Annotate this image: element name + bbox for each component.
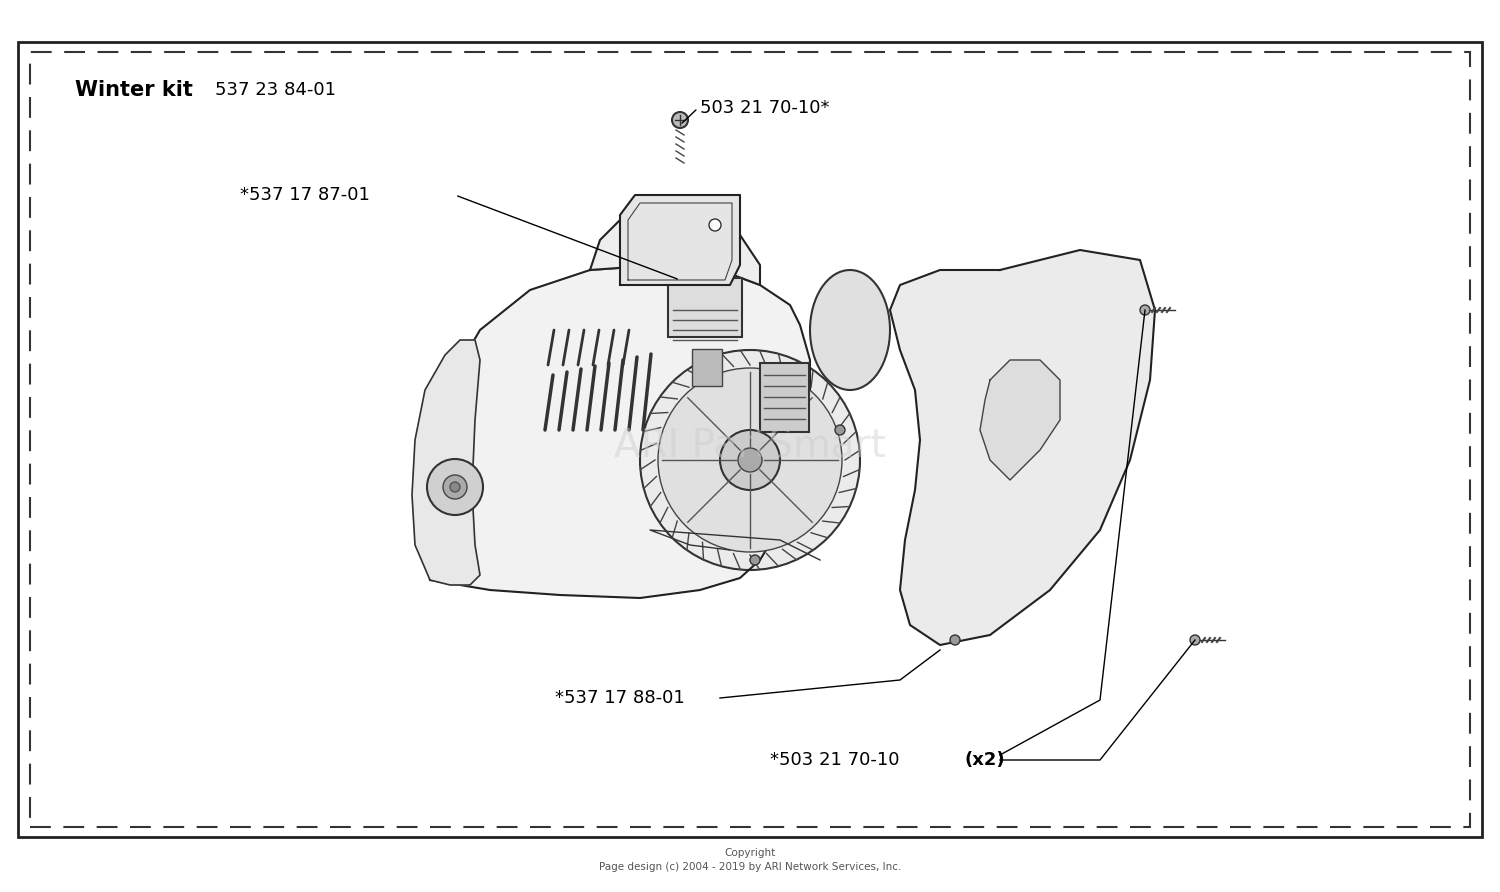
FancyBboxPatch shape [760, 363, 808, 432]
Text: 537 23 84-01: 537 23 84-01 [214, 81, 336, 99]
Text: (x2): (x2) [964, 751, 1005, 769]
Text: Winter kit: Winter kit [75, 80, 194, 100]
Text: ARI PartSmart: ARI PartSmart [614, 427, 886, 465]
Polygon shape [420, 265, 810, 598]
Text: *503 21 70-10: *503 21 70-10 [770, 751, 904, 769]
Circle shape [1190, 635, 1200, 645]
Ellipse shape [810, 270, 889, 390]
Polygon shape [890, 250, 1155, 645]
Text: *537 17 87-01: *537 17 87-01 [240, 186, 370, 204]
Circle shape [1140, 305, 1150, 315]
Polygon shape [980, 360, 1060, 480]
Circle shape [442, 475, 466, 499]
FancyBboxPatch shape [692, 349, 722, 386]
Bar [18, 42, 1482, 837]
Polygon shape [620, 195, 740, 285]
Polygon shape [413, 340, 480, 585]
Circle shape [836, 425, 844, 435]
Circle shape [427, 459, 483, 515]
Bar [30, 52, 1470, 827]
Circle shape [640, 350, 860, 570]
Text: *537 17 88-01: *537 17 88-01 [555, 689, 684, 707]
Circle shape [720, 430, 780, 490]
Text: Copyright
Page design (c) 2004 - 2019 by ARI Network Services, Inc.: Copyright Page design (c) 2004 - 2019 by… [598, 847, 902, 872]
Circle shape [672, 112, 688, 128]
Circle shape [738, 448, 762, 472]
FancyBboxPatch shape [668, 278, 742, 337]
Circle shape [950, 635, 960, 645]
Circle shape [658, 368, 842, 552]
Circle shape [750, 555, 760, 565]
Text: 503 21 70-10*: 503 21 70-10* [700, 99, 830, 117]
Polygon shape [590, 210, 760, 285]
Circle shape [710, 219, 722, 231]
Circle shape [450, 482, 460, 492]
